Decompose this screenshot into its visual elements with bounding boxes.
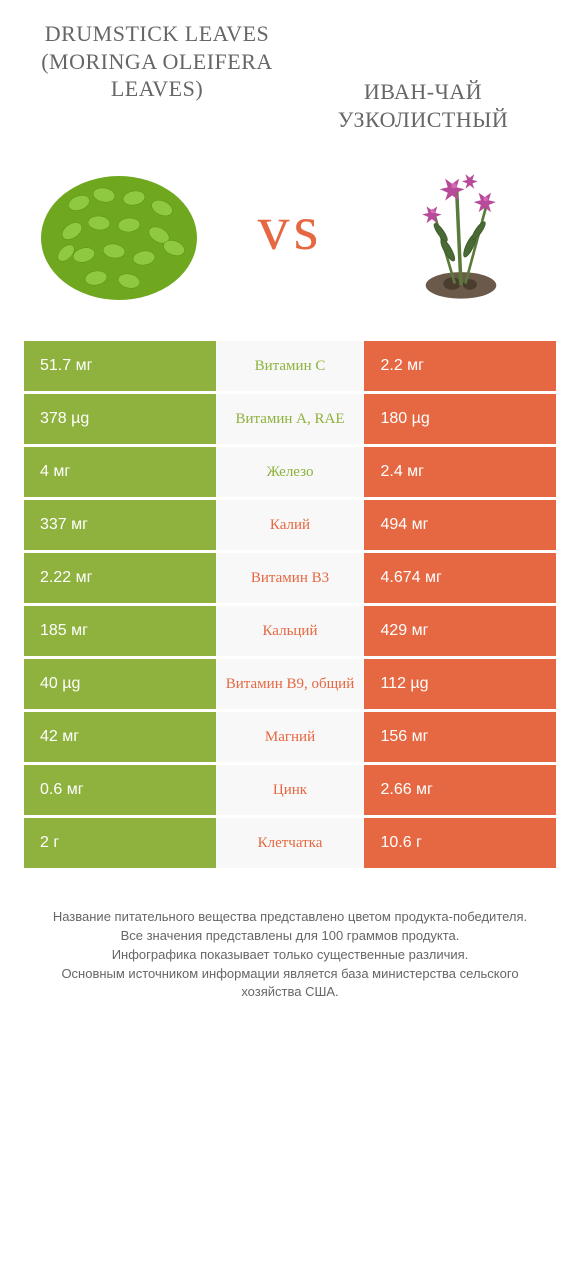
nutrient-label: Железо <box>216 447 365 497</box>
value-left: 378 µg <box>24 394 216 444</box>
header: Drumstick leaves (Moringa oleifera leave… <box>24 20 556 133</box>
value-left: 2.22 мг <box>24 553 216 603</box>
value-right: 112 µg <box>364 659 556 709</box>
footnote: Название питательного вещества представл… <box>24 908 556 1002</box>
value-right: 180 µg <box>364 394 556 444</box>
value-left: 0.6 мг <box>24 765 216 815</box>
nutrient-label: Витамин B9, общий <box>216 659 365 709</box>
nutrient-row: 337 мгКалий494 мг <box>24 500 556 550</box>
nutrient-label: Витамин C <box>216 341 365 391</box>
nutrient-label: Витамин B3 <box>216 553 365 603</box>
value-right: 4.674 мг <box>364 553 556 603</box>
vs-label: vs <box>258 191 323 265</box>
nutrient-label: Кальций <box>216 606 365 656</box>
value-right: 156 мг <box>364 712 556 762</box>
title-right: Иван-чай узколистный <box>290 20 556 133</box>
product-left-image <box>34 143 204 313</box>
nutrient-label: Цинк <box>216 765 365 815</box>
images-row: vs <box>24 143 556 313</box>
nutrient-row: 4 мгЖелезо2.4 мг <box>24 447 556 497</box>
value-left: 51.7 мг <box>24 341 216 391</box>
nutrient-label: Калий <box>216 500 365 550</box>
nutrient-row: 40 µgВитамин B9, общий112 µg <box>24 659 556 709</box>
value-right: 2.2 мг <box>364 341 556 391</box>
nutrient-row: 51.7 мгВитамин C2.2 мг <box>24 341 556 391</box>
value-left: 4 мг <box>24 447 216 497</box>
value-right: 2.4 мг <box>364 447 556 497</box>
value-right: 2.66 мг <box>364 765 556 815</box>
value-left: 40 µg <box>24 659 216 709</box>
nutrient-label: Клетчатка <box>216 818 365 868</box>
fireweed-plant-icon <box>386 153 536 303</box>
nutrient-row: 378 µgВитамин A, RAE180 µg <box>24 394 556 444</box>
nutrient-table: 51.7 мгВитамин C2.2 мг378 µgВитамин A, R… <box>24 341 556 868</box>
product-right-image <box>376 143 546 313</box>
nutrient-row: 0.6 мгЦинк2.66 мг <box>24 765 556 815</box>
title-left: Drumstick leaves (Moringa oleifera leave… <box>24 20 290 103</box>
value-right: 429 мг <box>364 606 556 656</box>
nutrient-label: Витамин A, RAE <box>216 394 365 444</box>
nutrient-row: 2.22 мгВитамин B34.674 мг <box>24 553 556 603</box>
value-left: 337 мг <box>24 500 216 550</box>
nutrient-row: 42 мгМагний156 мг <box>24 712 556 762</box>
value-right: 494 мг <box>364 500 556 550</box>
value-left: 2 г <box>24 818 216 868</box>
infographic-container: Drumstick leaves (Moringa oleifera leave… <box>0 0 580 1032</box>
nutrient-row: 2 гКлетчатка10.6 г <box>24 818 556 868</box>
value-right: 10.6 г <box>364 818 556 868</box>
value-left: 42 мг <box>24 712 216 762</box>
value-left: 185 мг <box>24 606 216 656</box>
nutrient-row: 185 мгКальций429 мг <box>24 606 556 656</box>
nutrient-label: Магний <box>216 712 365 762</box>
moringa-leaves-icon <box>34 143 204 313</box>
